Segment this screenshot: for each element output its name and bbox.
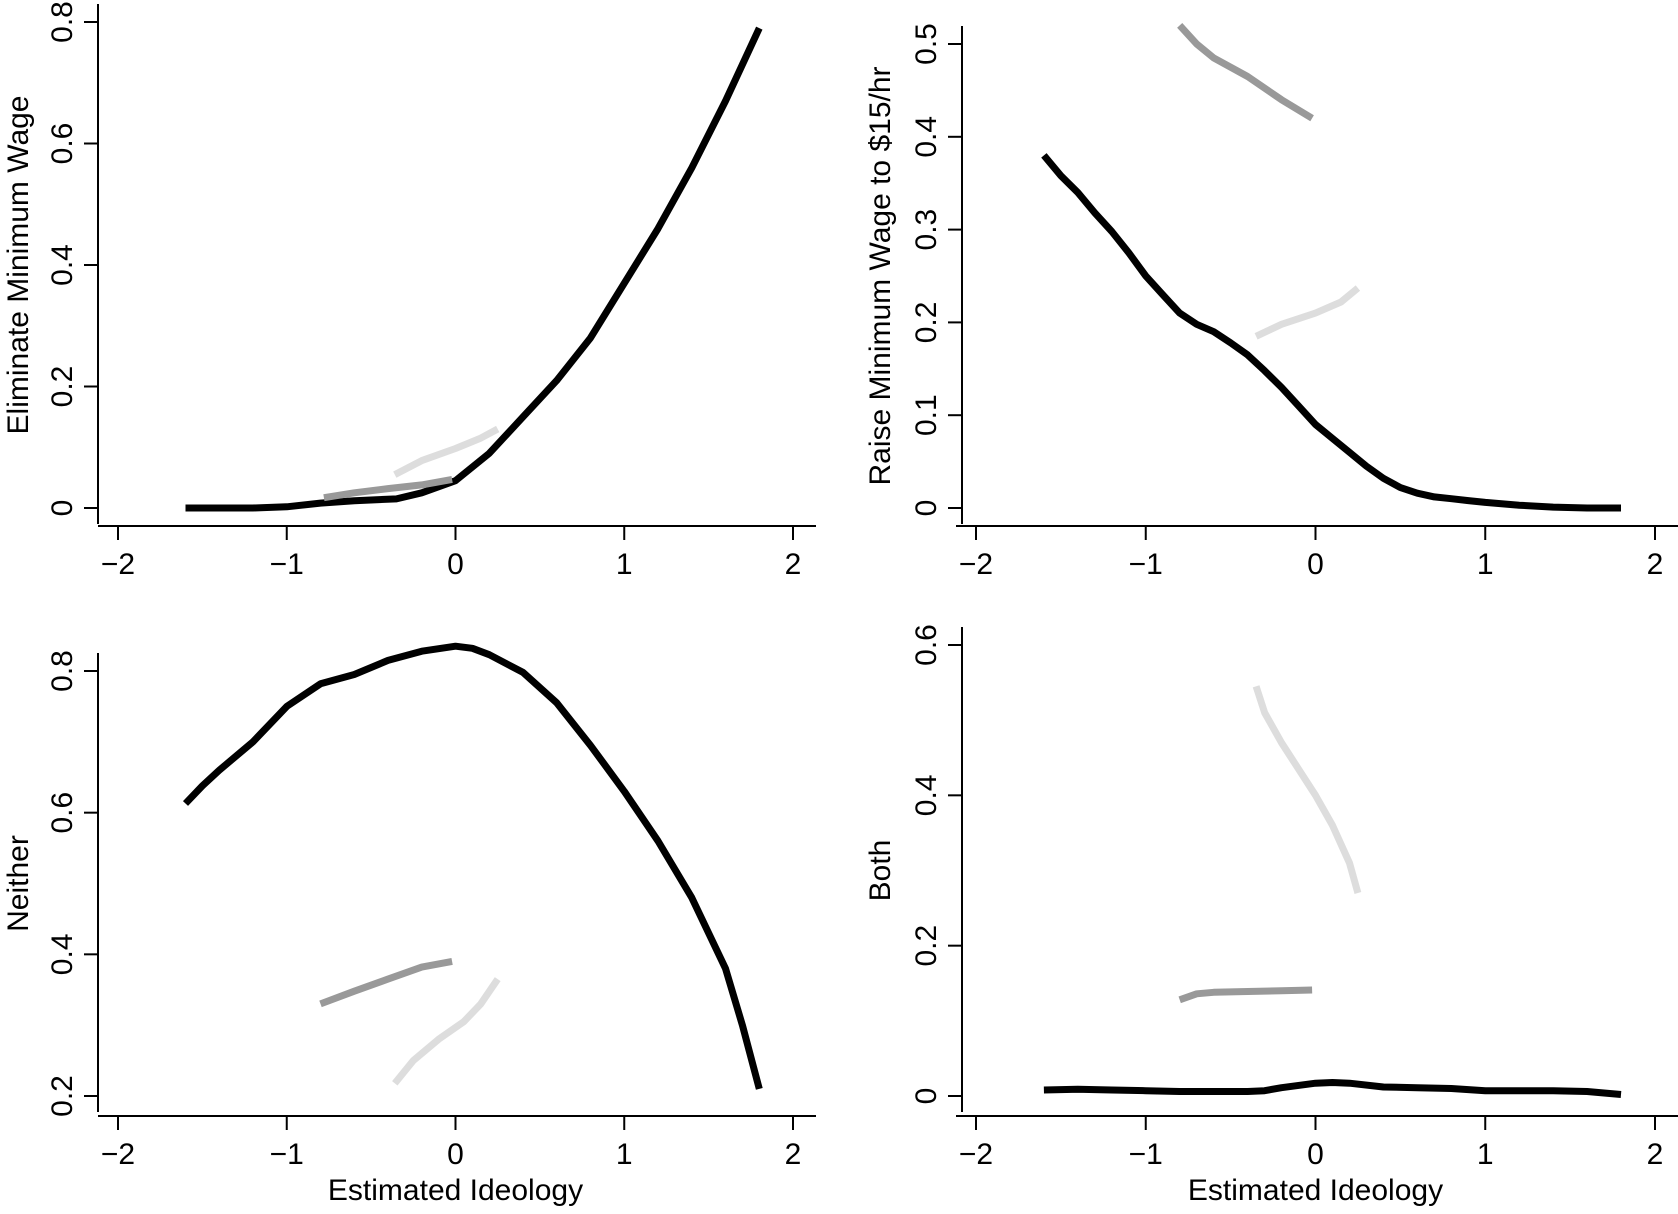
x-tick-label: 2 bbox=[1647, 1138, 1664, 1171]
panel-2: −2 −1 0 1 2 0 0.1 0.2 0.3 0.4 0.5 Raise Minimum Wag… bbox=[864, 23, 1678, 581]
y-tick-label: 0.4 bbox=[910, 774, 943, 816]
y-tick-label: 0.2 bbox=[910, 302, 943, 344]
panel-3: −2 −1 0 1 2 0.2 0.4 0.6 0.8 Neither Estimated Ideo… bbox=[2, 642, 816, 1207]
y-tick-label: 0.2 bbox=[46, 1075, 79, 1117]
series-line-3 bbox=[1254, 285, 1361, 340]
y-tick-label: 0.1 bbox=[910, 394, 943, 436]
series-line-3 bbox=[393, 425, 500, 478]
panel-1: −2 −1 0 1 2 0 0.2 0.4 0.6 0.8 Eliminate Minimum Wa… bbox=[2, 1, 816, 581]
x-tick-label: 1 bbox=[616, 1138, 633, 1171]
series-line-1 bbox=[182, 642, 763, 1090]
x-axis-title: Estimated Ideology bbox=[1188, 1174, 1443, 1207]
series-line-2 bbox=[323, 475, 453, 502]
y-axis-title: Neither bbox=[2, 835, 35, 932]
x-tick-label: −1 bbox=[270, 548, 304, 581]
series-line-3 bbox=[1252, 685, 1362, 894]
y-tick-label: 0.6 bbox=[910, 624, 943, 666]
x-tick-label: 1 bbox=[616, 548, 633, 581]
series-line-1 bbox=[1041, 153, 1621, 512]
y-tick-label: 0.5 bbox=[910, 23, 943, 65]
y-tick-label: 0.8 bbox=[46, 650, 79, 692]
y-tick-label: 0.2 bbox=[46, 366, 79, 408]
x-tick-label: −2 bbox=[959, 548, 993, 581]
y-tick-label: 0.6 bbox=[46, 792, 79, 834]
x-tick-label: −2 bbox=[101, 1138, 135, 1171]
x-tick-label: −2 bbox=[101, 548, 135, 581]
y-axis-title: Both bbox=[864, 840, 897, 902]
y-tick-label: 0.4 bbox=[46, 244, 79, 286]
x-tick-label: −1 bbox=[1129, 1138, 1163, 1171]
y-tick-label: 0.6 bbox=[46, 123, 79, 165]
x-tick-label: 2 bbox=[1647, 548, 1664, 581]
y-tick-label: 0.8 bbox=[46, 1, 79, 43]
x-tick-label: −1 bbox=[270, 1138, 304, 1171]
y-tick-label: 0 bbox=[910, 500, 943, 517]
x-tick-label: 0 bbox=[447, 548, 464, 581]
series-line-1 bbox=[1043, 1079, 1622, 1098]
x-tick-label: 1 bbox=[1477, 1138, 1494, 1171]
y-tick-label: 0.3 bbox=[910, 209, 943, 251]
series-line-3 bbox=[392, 977, 501, 1086]
y-axis-title: Eliminate Minimum Wage bbox=[2, 96, 35, 435]
x-tick-label: 2 bbox=[785, 1138, 802, 1171]
series-line-2 bbox=[1177, 23, 1314, 122]
y-axis-title: Raise Minimum Wage to $15/hr bbox=[864, 66, 897, 485]
x-tick-label: 2 bbox=[785, 548, 802, 581]
series-line-2 bbox=[319, 957, 453, 1008]
x-tick-label: −1 bbox=[1129, 548, 1163, 581]
x-tick-label: 0 bbox=[1307, 548, 1324, 581]
y-tick-label: 0.4 bbox=[910, 116, 943, 158]
x-tick-label: 1 bbox=[1477, 548, 1494, 581]
y-tick-label: 0.2 bbox=[910, 925, 943, 967]
y-tick-label: 0 bbox=[46, 500, 79, 517]
series-line-2 bbox=[1178, 986, 1313, 1004]
series-line-1 bbox=[185, 26, 763, 512]
x-tick-label: 0 bbox=[447, 1138, 464, 1171]
y-tick-label: 0 bbox=[910, 1088, 943, 1105]
x-axis-title: Estimated Ideology bbox=[328, 1174, 583, 1207]
panel-4: −2 −1 0 1 2 0 0.2 0.4 0.6 Both Estimated Ideology bbox=[864, 624, 1678, 1207]
x-tick-label: 0 bbox=[1307, 1138, 1324, 1171]
y-tick-label: 0.4 bbox=[46, 933, 79, 975]
x-tick-label: −2 bbox=[959, 1138, 993, 1171]
